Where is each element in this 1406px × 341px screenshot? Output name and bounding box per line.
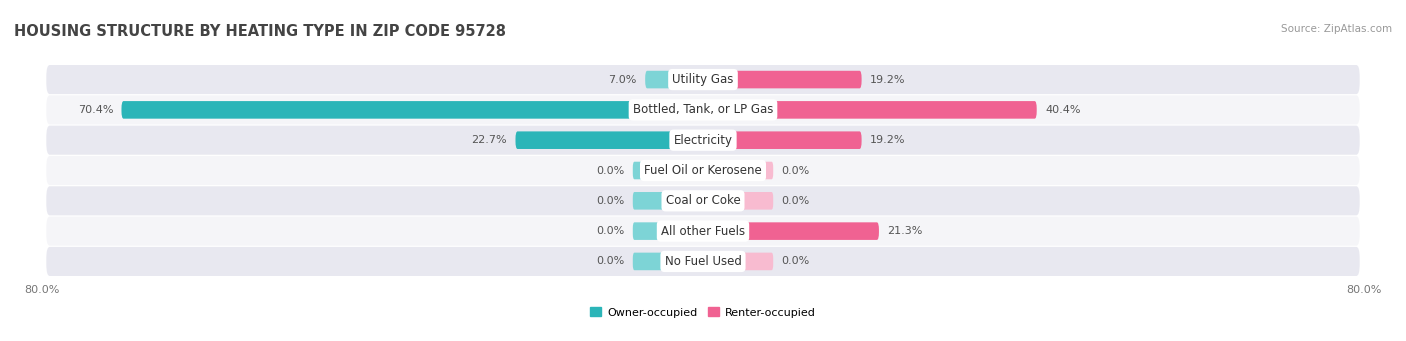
- Text: Bottled, Tank, or LP Gas: Bottled, Tank, or LP Gas: [633, 103, 773, 116]
- Text: 19.2%: 19.2%: [870, 75, 905, 85]
- Text: 21.3%: 21.3%: [887, 226, 922, 236]
- FancyBboxPatch shape: [46, 217, 1360, 246]
- FancyBboxPatch shape: [703, 101, 1036, 119]
- FancyBboxPatch shape: [46, 156, 1360, 185]
- FancyBboxPatch shape: [46, 65, 1360, 94]
- Text: 7.0%: 7.0%: [609, 75, 637, 85]
- Text: Electricity: Electricity: [673, 134, 733, 147]
- FancyBboxPatch shape: [516, 131, 703, 149]
- Text: 0.0%: 0.0%: [596, 256, 624, 266]
- Text: Fuel Oil or Kerosene: Fuel Oil or Kerosene: [644, 164, 762, 177]
- FancyBboxPatch shape: [633, 222, 703, 240]
- Text: Coal or Coke: Coal or Coke: [665, 194, 741, 207]
- Text: Source: ZipAtlas.com: Source: ZipAtlas.com: [1281, 24, 1392, 34]
- FancyBboxPatch shape: [633, 253, 703, 270]
- Text: 0.0%: 0.0%: [596, 165, 624, 176]
- FancyBboxPatch shape: [46, 186, 1360, 216]
- Text: 0.0%: 0.0%: [596, 226, 624, 236]
- Text: 0.0%: 0.0%: [782, 256, 810, 266]
- Text: No Fuel Used: No Fuel Used: [665, 255, 741, 268]
- FancyBboxPatch shape: [703, 222, 879, 240]
- Text: All other Fuels: All other Fuels: [661, 225, 745, 238]
- Text: 22.7%: 22.7%: [471, 135, 508, 145]
- Text: 19.2%: 19.2%: [870, 135, 905, 145]
- Text: 40.4%: 40.4%: [1045, 105, 1080, 115]
- FancyBboxPatch shape: [633, 192, 703, 210]
- Text: 70.4%: 70.4%: [77, 105, 114, 115]
- FancyBboxPatch shape: [121, 101, 703, 119]
- Text: 0.0%: 0.0%: [782, 196, 810, 206]
- FancyBboxPatch shape: [46, 247, 1360, 276]
- Text: Utility Gas: Utility Gas: [672, 73, 734, 86]
- Text: HOUSING STRUCTURE BY HEATING TYPE IN ZIP CODE 95728: HOUSING STRUCTURE BY HEATING TYPE IN ZIP…: [14, 24, 506, 39]
- FancyBboxPatch shape: [703, 253, 773, 270]
- FancyBboxPatch shape: [645, 71, 703, 88]
- FancyBboxPatch shape: [46, 95, 1360, 124]
- Text: 0.0%: 0.0%: [596, 196, 624, 206]
- FancyBboxPatch shape: [703, 192, 773, 210]
- FancyBboxPatch shape: [703, 162, 773, 179]
- Text: 0.0%: 0.0%: [782, 165, 810, 176]
- Legend: Owner-occupied, Renter-occupied: Owner-occupied, Renter-occupied: [586, 303, 820, 322]
- FancyBboxPatch shape: [703, 131, 862, 149]
- FancyBboxPatch shape: [703, 71, 862, 88]
- FancyBboxPatch shape: [46, 125, 1360, 155]
- FancyBboxPatch shape: [633, 162, 703, 179]
